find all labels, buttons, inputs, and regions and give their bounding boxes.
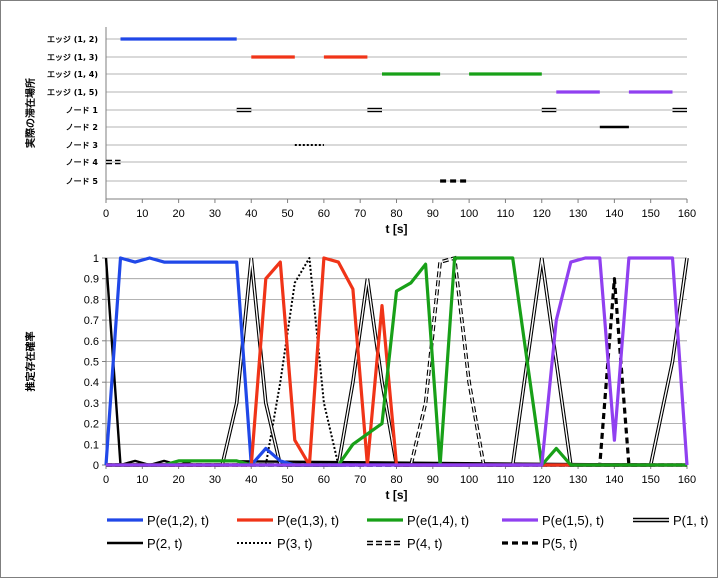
- probability-y-tick-label: 0.3: [84, 398, 99, 410]
- legend-label: P(e(1,4), t): [407, 513, 469, 528]
- timeline-y-axis-label: 実際の滞在場所: [24, 78, 37, 148]
- legend-item: P(5, t): [502, 536, 577, 551]
- legend-item: P(1, t): [633, 513, 708, 528]
- legend-label: P(2, t): [147, 536, 182, 551]
- probability-x-axis-label: t [s]: [386, 488, 408, 502]
- legend-label: P(1, t): [673, 513, 708, 528]
- timeline-x-tick-label: 70: [354, 208, 366, 220]
- probability-series-e15: [106, 256, 689, 467]
- probability-x-tick-label: 130: [569, 474, 587, 486]
- timeline-x-tick-label: 100: [460, 208, 478, 220]
- timeline-x-tick-label: 30: [209, 208, 221, 220]
- probability-series-n4: [106, 255, 687, 467]
- probability-x-tick-label: 80: [390, 474, 402, 486]
- timeline-category-label: ノード 2: [66, 123, 98, 132]
- probability-series-n5: [106, 277, 687, 467]
- legend-label: P(4, t): [407, 536, 442, 551]
- probability-x-tick-label: 10: [136, 474, 148, 486]
- timeline-x-tick-label: 50: [281, 208, 293, 220]
- probability-series-e12: [104, 256, 687, 467]
- timeline-x-axis-label: t [s]: [386, 222, 408, 236]
- probability-y-axis-label: 推定存在確率: [24, 332, 37, 392]
- probability-x-tick-label: 0: [103, 474, 109, 486]
- legend-label: P(3, t): [277, 536, 312, 551]
- timeline-category-label: エッジ (1, 2): [47, 35, 98, 44]
- timeline-category-label: エッジ (1, 3): [47, 53, 98, 62]
- timeline-x-tick-label: 90: [427, 208, 439, 220]
- probability-x-tick-label: 40: [245, 474, 257, 486]
- probability-x-tick-label: 120: [533, 474, 551, 486]
- probability-y-tick-label: 0.5: [84, 357, 99, 369]
- probability-y-tick-label: 0.4: [84, 377, 99, 389]
- timeline-x-tick-label: 10: [136, 208, 148, 220]
- legend-item: P(e(1,4), t): [367, 513, 469, 528]
- timeline-category-label: エッジ (1, 4): [47, 70, 98, 79]
- probability-series-e14: [106, 256, 687, 467]
- probability-x-tick-label: 90: [427, 474, 439, 486]
- probability-y-tick-label: 0: [93, 460, 99, 472]
- probability-y-tick-label: 0.9: [84, 274, 99, 286]
- legend-label: P(5, t): [542, 536, 577, 551]
- probability-x-tick-label: 140: [605, 474, 623, 486]
- timeline-x-tick-label: 140: [605, 208, 623, 220]
- probability-y-tick-label: 0.2: [84, 419, 99, 431]
- timeline-category-label: ノード 3: [66, 141, 98, 150]
- probability-x-tick-label: 60: [318, 474, 330, 486]
- legend-item: P(e(1,2), t): [107, 513, 209, 528]
- legend-item: P(2, t): [107, 536, 182, 551]
- probability-line-chart: 推定存在確率 t [s] 0 0.1 0.2 0.3 0.4 0.5 0.6 0.7 0.8 0.…: [24, 253, 696, 502]
- legend-label: P(e(1,5), t): [542, 513, 604, 528]
- timeline-category-label: ノード 5: [66, 177, 99, 186]
- timeline-x-tick-label: 130: [569, 208, 587, 220]
- timeline-x-tick-label: 40: [245, 208, 257, 220]
- timeline-x-tick-label: 60: [318, 208, 330, 220]
- probability-y-tick-label: 1: [93, 253, 99, 265]
- legend-label: P(e(1,2), t): [147, 513, 209, 528]
- legend-item: P(3, t): [237, 536, 312, 551]
- probability-y-tick-label: 0.7: [84, 315, 99, 327]
- timeline-x-tick-label: 120: [533, 208, 551, 220]
- probability-x-tick-label: 100: [460, 474, 478, 486]
- legend-item: P(e(1,3), t): [237, 513, 339, 528]
- probability-x-tick-label: 110: [497, 474, 515, 486]
- timeline-x-tick-label: 80: [390, 208, 402, 220]
- legend-label: P(e(1,3), t): [277, 513, 339, 528]
- timeline-x-tick-label: 0: [103, 208, 109, 220]
- probability-series-n4-gap: [106, 257, 687, 466]
- probability-x-tick-label: 20: [173, 474, 185, 486]
- probability-y-tick-label: 0.6: [84, 336, 99, 348]
- probability-y-tick-label: 0.1: [84, 439, 99, 451]
- chart-legend: P(e(1,2), t) P(e(1,3), t) P(e(1,4), t) P(e(…: [107, 513, 708, 551]
- probability-y-tick-label: 0.8: [84, 294, 99, 306]
- probability-x-tick-label: 50: [281, 474, 293, 486]
- legend-item: P(4, t): [367, 536, 442, 551]
- timeline-x-tick-label: 110: [497, 208, 515, 220]
- timeline-category-label: エッジ (1, 5): [47, 88, 98, 97]
- probability-series-e13: [106, 256, 687, 467]
- probability-x-tick-label: 70: [354, 474, 366, 486]
- timeline-category-label: ノード 1: [66, 106, 99, 115]
- timeline-x-tick-label: 20: [173, 208, 185, 220]
- timeline-x-tick-label: 160: [678, 208, 696, 220]
- probability-x-tick-label: 160: [678, 474, 696, 486]
- legend-item: P(e(1,5), t): [502, 513, 604, 528]
- location-timeline-chart: 実際の滞在場所 t [s] エッジ (1, 2) エッジ (1, 3) エッジ (1…: [24, 27, 696, 236]
- probability-x-tick-label: 150: [642, 474, 660, 486]
- probability-x-tick-label: 30: [209, 474, 221, 486]
- timeline-category-label: ノード 4: [66, 158, 99, 167]
- timeline-x-tick-label: 150: [642, 208, 660, 220]
